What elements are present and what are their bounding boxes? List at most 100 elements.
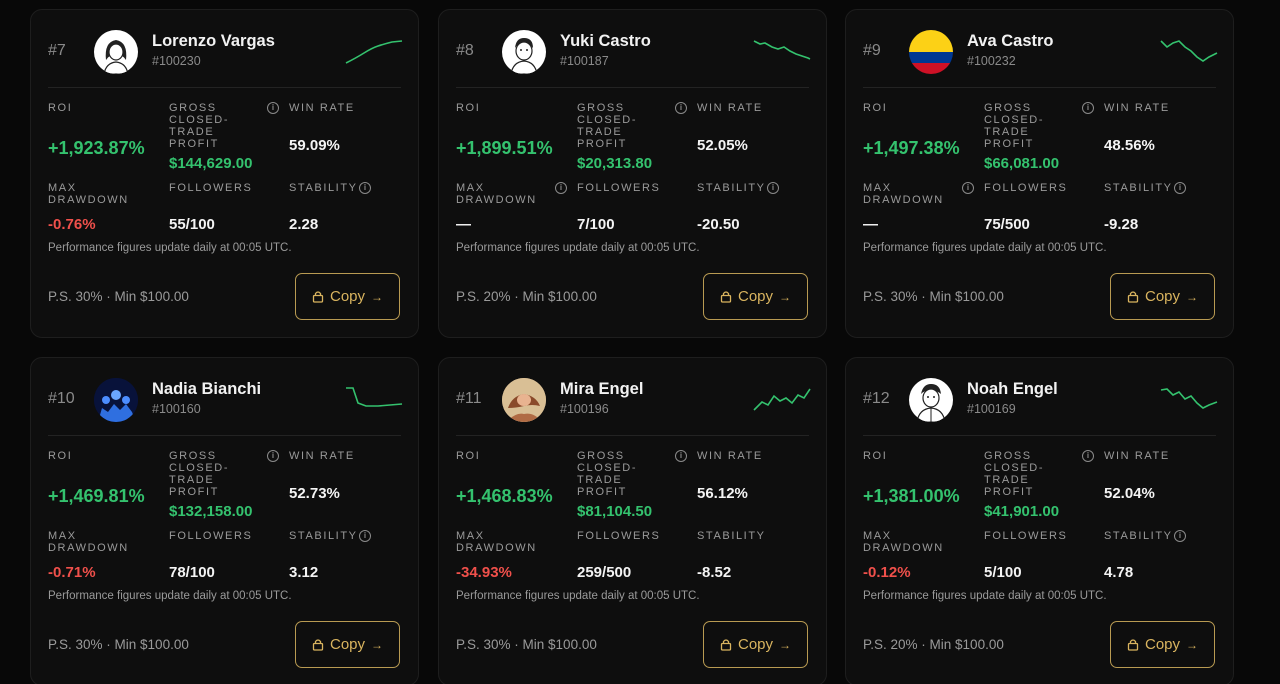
update-note: Performance figures update daily at 00:0… (456, 242, 700, 254)
copy-button[interactable]: Copy → (703, 273, 808, 320)
fee-info: P.S. 30% · Min $100.00 (48, 289, 189, 304)
info-icon[interactable]: i (267, 102, 279, 114)
copy-button[interactable]: Copy → (295, 273, 400, 320)
followers-value: 78/100 (169, 564, 215, 581)
stability-value: 4.78 (1104, 564, 1134, 581)
stability-label: STABILITY (289, 182, 358, 194)
info-icon[interactable]: i (1082, 102, 1094, 114)
roi-value: +1,468.83% (456, 486, 553, 506)
arrow-right-icon: → (371, 637, 384, 652)
roi-value: +1,497.38% (863, 138, 960, 158)
trader-card: #12 Noah Engel #100169 ROI GROSS CLOSED-… (845, 357, 1234, 684)
arrow-right-icon: → (1186, 289, 1199, 304)
trader-id: #100230 (152, 54, 201, 68)
trader-card: #7 Lorenzo Vargas #100230 ROI GROSS CLOS… (30, 9, 419, 338)
info-icon[interactable]: i (1174, 182, 1186, 194)
gross-profit-value: $81,104.50 (577, 503, 653, 520)
flag-avatar[interactable] (909, 30, 953, 74)
sparkline-icon (753, 388, 811, 411)
fee-info: P.S. 20% · Min $100.00 (863, 637, 1004, 652)
followers-label: FOLLOWERS (169, 182, 253, 194)
gross-profit-label: GROSS CLOSED-TRADE PROFIT (169, 450, 230, 498)
copy-button[interactable]: Copy → (295, 621, 400, 668)
gross-profit-label: GROSS CLOSED-TRADE PROFIT (984, 102, 1045, 150)
trader-name[interactable]: Lorenzo Vargas (152, 32, 275, 50)
win-rate-label: WIN RATE (289, 102, 355, 114)
info-icon[interactable]: i (359, 182, 371, 194)
info-icon[interactable]: i (1082, 450, 1094, 462)
copy-label: Copy (329, 288, 366, 305)
trader-card: #8 Yuki Castro #100187 ROI GROSS CLOSED-… (438, 9, 827, 338)
lock-icon (720, 291, 732, 303)
gross-profit-value: $132,158.00 (169, 503, 253, 520)
avatar[interactable] (909, 378, 953, 422)
rank: #12 (863, 390, 890, 407)
info-icon[interactable]: i (675, 102, 687, 114)
gross-profit-label: GROSS CLOSED-TRADE PROFIT (577, 450, 638, 498)
followers-label: FOLLOWERS (577, 182, 661, 194)
update-note: Performance figures update daily at 00:0… (863, 242, 1107, 254)
info-icon[interactable]: i (1174, 530, 1186, 542)
max-drawdown-label: MAX DRAWDOWN (48, 530, 129, 554)
followers-value: 55/100 (169, 216, 215, 233)
fee-info: P.S. 20% · Min $100.00 (456, 289, 597, 304)
max-drawdown-value: -0.76% (48, 216, 96, 233)
divider (48, 435, 401, 436)
win-rate-value: 52.73% (289, 485, 340, 502)
gross-profit-label: GROSS CLOSED-TRADE PROFIT (169, 102, 230, 150)
avatar[interactable] (502, 378, 546, 422)
fee-info: P.S. 30% · Min $100.00 (48, 637, 189, 652)
followers-value: 7/100 (577, 216, 615, 233)
avatar[interactable] (94, 378, 138, 422)
win-rate-label: WIN RATE (697, 102, 763, 114)
max-drawdown-label: MAX DRAWDOWN (456, 182, 537, 206)
win-rate-value: 52.04% (1104, 485, 1155, 502)
copy-button[interactable]: Copy → (1110, 273, 1215, 320)
update-note: Performance figures update daily at 00:0… (456, 590, 700, 602)
trader-name[interactable]: Yuki Castro (560, 32, 651, 50)
avatar[interactable] (94, 30, 138, 74)
lock-icon (1127, 291, 1139, 303)
arrow-right-icon: → (1186, 637, 1199, 652)
stability-value: -9.28 (1104, 216, 1139, 233)
copy-label: Copy (737, 288, 774, 305)
divider (48, 87, 401, 88)
followers-value: 259/500 (577, 564, 632, 581)
trader-name[interactable]: Ava Castro (967, 32, 1054, 50)
gross-profit-label: GROSS CLOSED-TRADE PROFIT (577, 102, 638, 150)
info-icon[interactable]: i (359, 530, 371, 542)
win-rate-value: 48.56% (1104, 137, 1155, 154)
trader-name[interactable]: Mira Engel (560, 380, 644, 398)
win-rate-label: WIN RATE (1104, 450, 1170, 462)
roi-value: +1,381.00% (863, 486, 960, 506)
copy-button[interactable]: Copy → (703, 621, 808, 668)
info-icon[interactable]: i (767, 182, 779, 194)
sparkline-icon (753, 40, 811, 60)
divider (456, 87, 809, 88)
info-icon[interactable]: i (675, 450, 687, 462)
max-drawdown-value: -0.12% (863, 564, 911, 581)
win-rate-label: WIN RATE (1104, 102, 1170, 114)
roi-value: +1,923.87% (48, 138, 145, 158)
win-rate-value: 52.05% (697, 137, 748, 154)
trader-name[interactable]: Noah Engel (967, 380, 1058, 398)
trader-name[interactable]: Nadia Bianchi (152, 380, 262, 398)
sparkline-icon (345, 40, 403, 64)
gross-profit-value: $66,081.00 (984, 155, 1060, 172)
followers-label: FOLLOWERS (169, 530, 253, 542)
trader-card: #9 Ava Castro #100232 ROI GROSS CLOSED-T… (845, 9, 1234, 338)
update-note: Performance figures update daily at 00:0… (48, 242, 292, 254)
followers-label: FOLLOWERS (984, 530, 1068, 542)
gross-profit-value: $20,313.80 (577, 155, 653, 172)
info-icon[interactable]: i (962, 182, 974, 194)
info-icon[interactable]: i (555, 182, 567, 194)
copy-label: Copy (1144, 288, 1181, 305)
trader-card: #10 Nadia Bianchi #100160 ROI GROSS CLOS… (30, 357, 419, 684)
avatar[interactable] (502, 30, 546, 74)
copy-button[interactable]: Copy → (1110, 621, 1215, 668)
win-rate-value: 59.09% (289, 137, 340, 154)
stability-value: 3.12 (289, 564, 319, 581)
info-icon[interactable]: i (267, 450, 279, 462)
trader-id: #100196 (560, 402, 609, 416)
